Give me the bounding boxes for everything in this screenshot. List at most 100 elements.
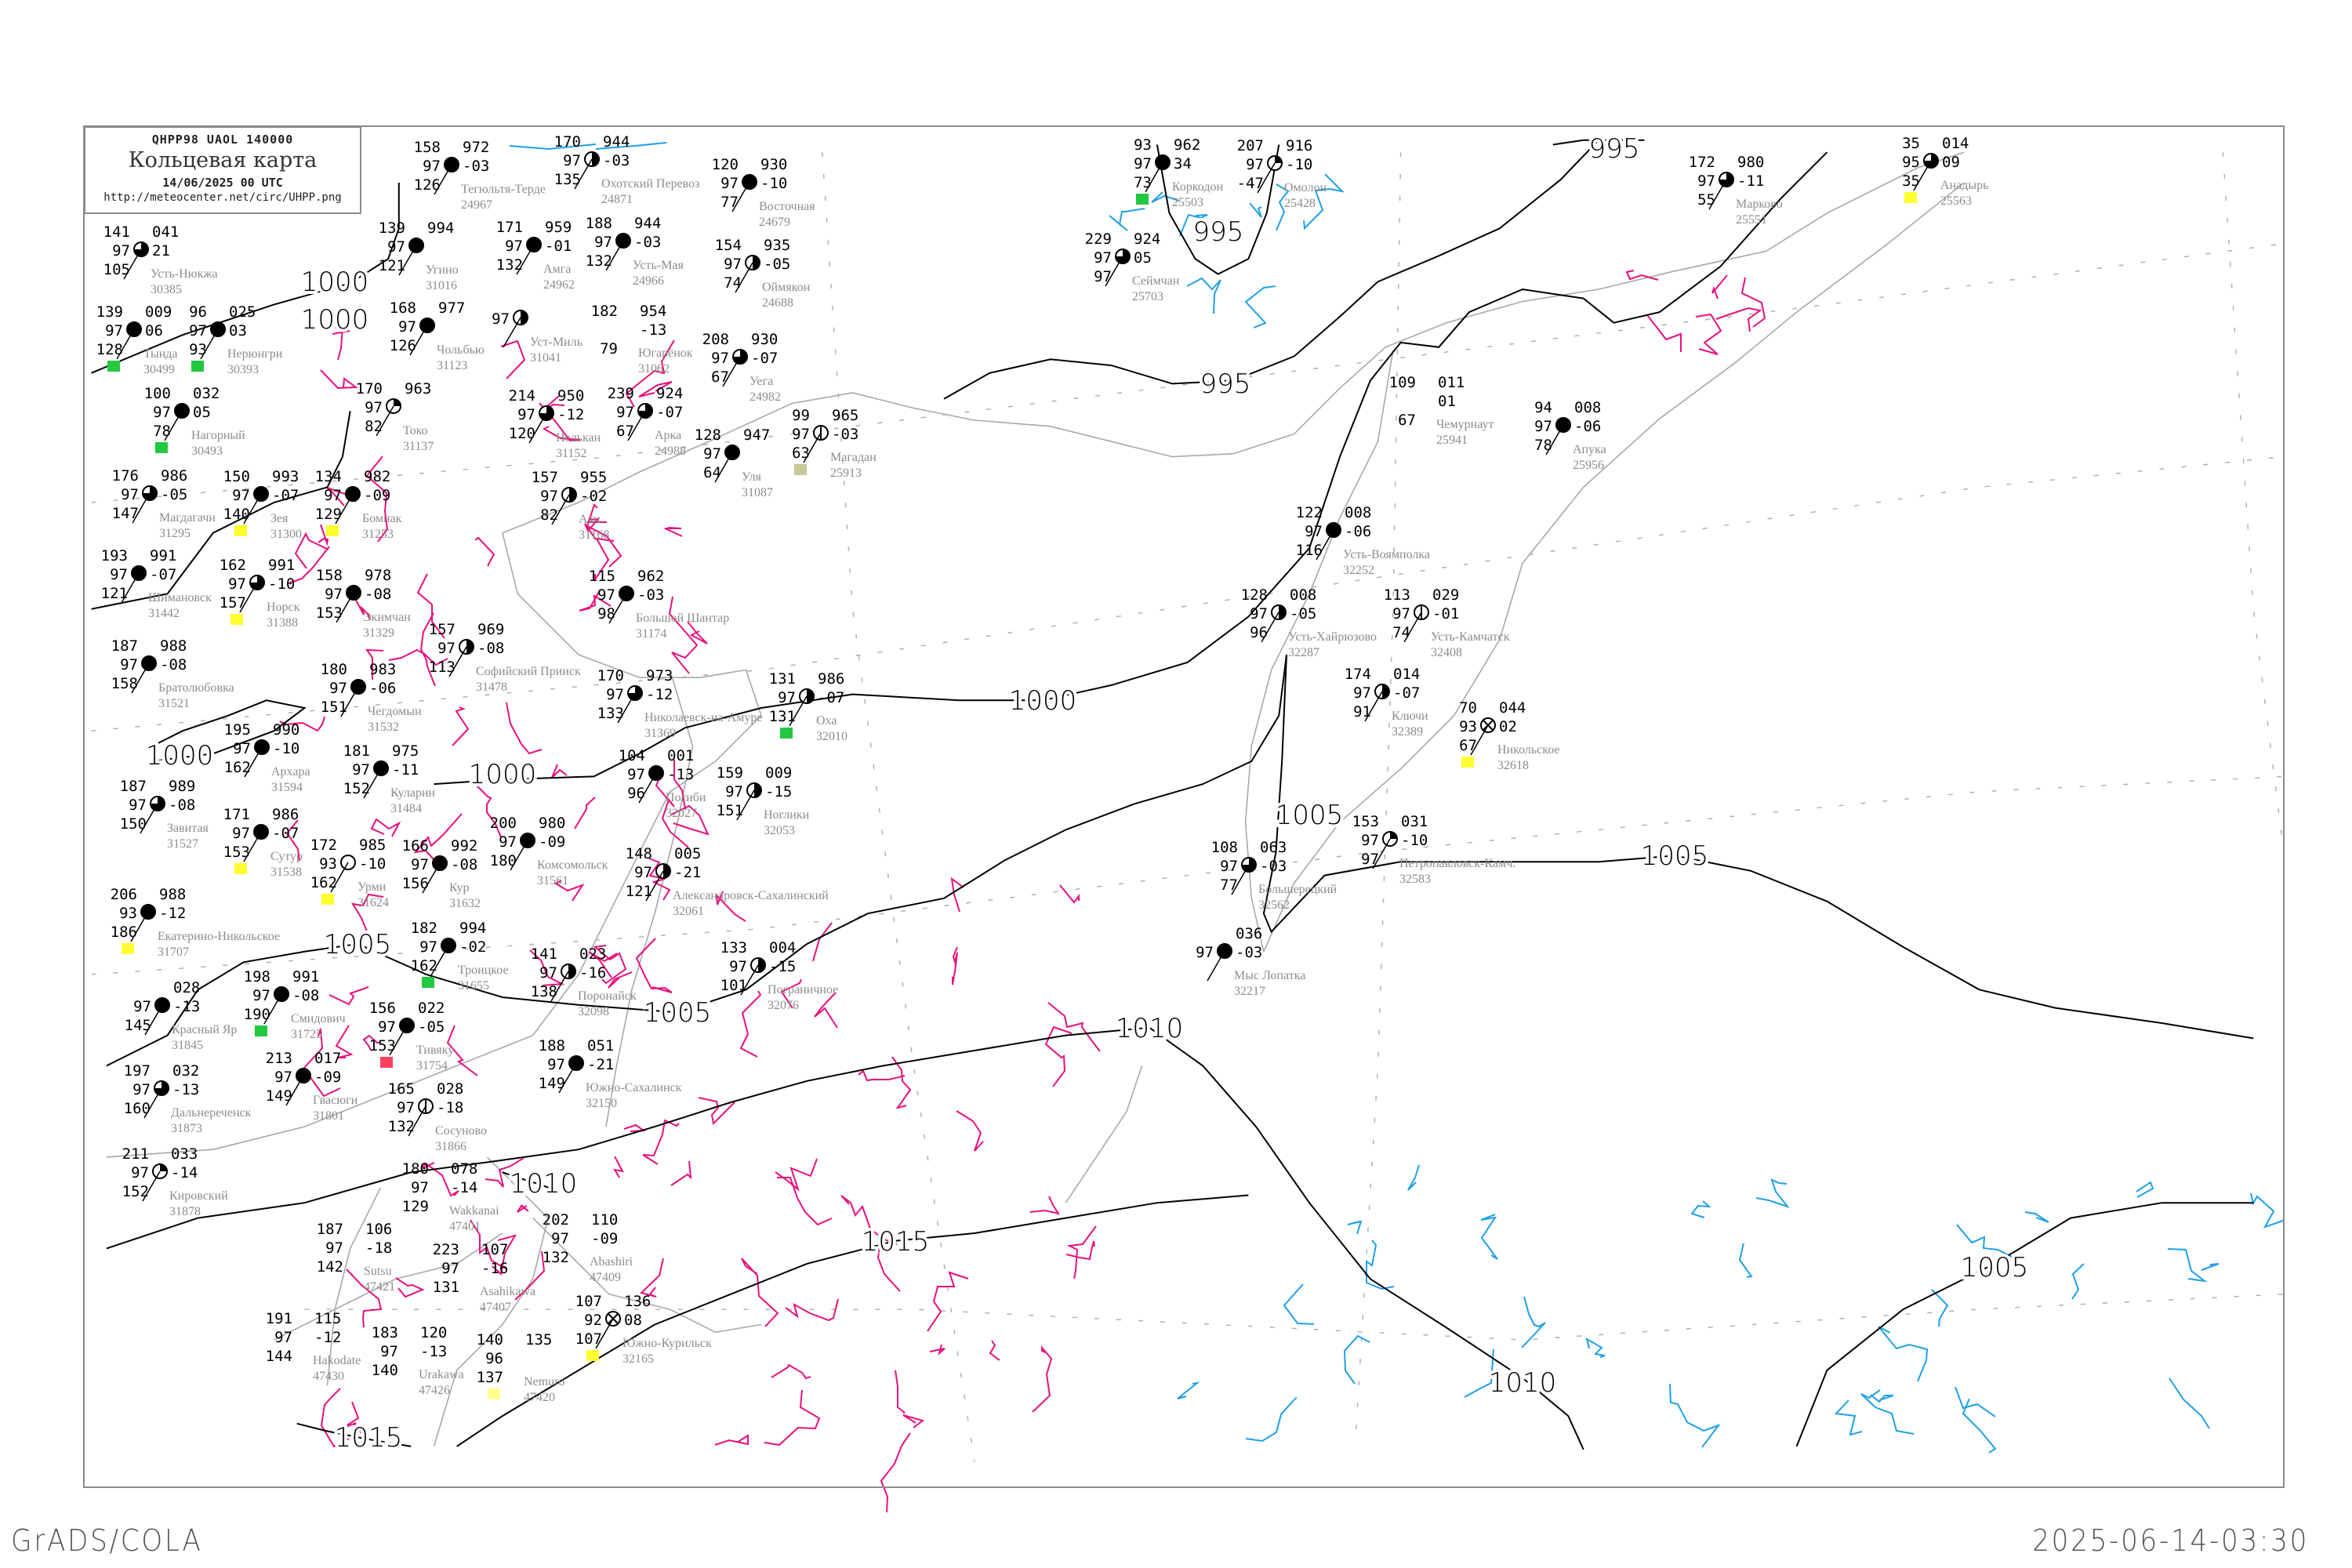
station-plot[interactable]: 206 93 186 988 -12 Екатерино-Никольское 31707: [111, 886, 280, 959]
pressure-value: 980: [539, 815, 565, 832]
station-id: 24679: [759, 216, 790, 229]
station-plot[interactable]: 182 79 954-13 Югарёнок 31062: [591, 303, 693, 376]
station-plot[interactable]: 183 97 140 120 -13 Urakawa 47426: [372, 1324, 464, 1397]
station-plot[interactable]: 170 97 82 963 Токо 31137: [356, 380, 434, 453]
cloud-cover-half-icon: [807, 689, 814, 703]
pressure-tendency-value: 05: [1134, 249, 1152, 267]
dewpoint-contour: [2071, 1263, 2085, 1300]
station-plot[interactable]: 120 97 77 930 -10 Восточная 24679: [712, 156, 816, 229]
station-plot[interactable]: 122 97 116 008 -06 Усть-Воямполка 32252: [1296, 504, 1430, 577]
temperature-contour: [664, 527, 683, 537]
precip-marker: [234, 863, 247, 874]
station-plot[interactable]: 207 97 -47 916 -10 Омолон 25428: [1237, 137, 1327, 210]
station-plot[interactable]: 198 97 190 991 -08 Смидович 31725: [244, 968, 346, 1041]
station-plot[interactable]: 157 97 113 969 -08 Софийский Прииск 31478: [429, 621, 581, 694]
station-plot[interactable]: 133 97 101 004 -15 Пограничное 32076: [720, 939, 839, 1012]
station-plot[interactable]: 150 97 140 993 -07 Зея 31300: [223, 468, 302, 541]
station-plot[interactable]: 148 97 121 005 -21 Александровск-Сахалинский 3…: [626, 845, 829, 918]
station-plot[interactable]: 140 96 137 135 Nemuro 47420: [477, 1331, 565, 1404]
station-plot[interactable]: 223 97 131 107 -16 Asahikawa 47407: [433, 1241, 535, 1314]
station-plot[interactable]: 97 Уст-Миль 31041: [492, 310, 583, 365]
station-plot[interactable]: 97 036 -03 Мыс Лопатка 32217: [1196, 925, 1305, 998]
pressure-value: 990: [273, 721, 299, 739]
pressure-tendency-value: 03: [229, 322, 247, 339]
station-plot[interactable]: 239 97 67 924 -07 Арка 24988: [608, 385, 686, 458]
station-plot[interactable]: 94 97 78 008 -06 Апука 25956: [1534, 399, 1606, 472]
station-plot[interactable]: 180 97 151 983 -06 Чегдомын 31532: [321, 661, 422, 734]
station-plot[interactable]: 99 97 63 965 -03 Магадан 25913: [792, 407, 877, 480]
pressure-value: 992: [451, 837, 477, 855]
station-plot[interactable]: 188 97 149 051 -21 Южно-Сахалинск 32150: [539, 1037, 682, 1110]
station-plot[interactable]: 134 97 129 982 -09 Бомнак 31253: [315, 468, 402, 541]
station-plot[interactable]: 193 97 121 991 -07 Шимановск 31442: [101, 547, 212, 620]
station-plot[interactable]: 97 145 028 -13 Красный Яр 31845: [125, 979, 238, 1052]
station-plot[interactable]: 100 97 78 032 05 Нагорный 30493: [144, 385, 245, 458]
station-plot[interactable]: 104 97 96 001 -13 Погиби 32027: [619, 747, 706, 820]
isobar-label: 1005: [1276, 800, 1344, 831]
visibility-value: 96: [485, 1350, 503, 1367]
temperature-contour: [1740, 277, 1766, 328]
wind-barb-icon: [1231, 864, 1250, 895]
station-plot[interactable]: 171 97 153 986 -07 Сутур 31538: [223, 806, 303, 879]
station-name: Троицкое: [458, 964, 509, 977]
pressure-value: 078: [451, 1160, 477, 1178]
visibility-value: 97: [505, 238, 523, 255]
station-plot[interactable]: 108 97 77 063 -03 Большерецкий 32562: [1211, 839, 1338, 912]
wind-barb-icon: [335, 493, 354, 524]
station-plot[interactable]: 109 67 011 01 Чемурнаут 25941: [1389, 374, 1494, 447]
station-name: Уля: [742, 470, 762, 484]
cloud-cover-half-icon: [753, 256, 760, 270]
station-plot[interactable]: 191 97 144 115 -12 Hakodate 47430: [266, 1310, 361, 1383]
station-plot[interactable]: 170 97 133 973 -12 Николаевск-на-Амуре 31369: [597, 667, 763, 740]
station-plot[interactable]: 153 97 97 031 -10 Петропавловск-Камч. 32583: [1352, 813, 1516, 886]
isobars: [91, 139, 2254, 1450]
temperature-value: 120: [712, 156, 739, 173]
